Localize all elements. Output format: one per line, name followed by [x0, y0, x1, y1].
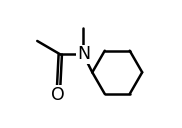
Text: N: N: [77, 45, 90, 63]
Text: O: O: [52, 86, 65, 104]
